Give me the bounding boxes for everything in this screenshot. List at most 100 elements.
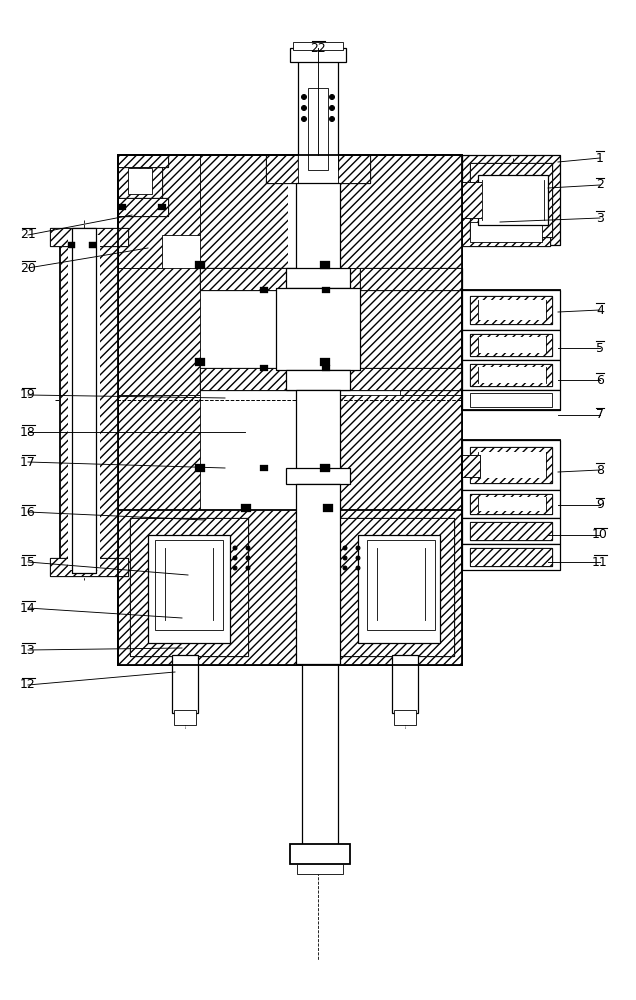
Polygon shape (118, 155, 200, 268)
Bar (462, 155, 560, 245)
Bar (462, 290, 560, 330)
Bar (470, 447, 552, 483)
Bar (50, 558, 128, 576)
Bar (322, 287, 330, 293)
Bar (394, 710, 416, 725)
Text: 20: 20 (20, 261, 36, 274)
Bar (286, 468, 350, 484)
Polygon shape (462, 182, 482, 218)
Bar (377, 548, 425, 620)
Polygon shape (360, 268, 462, 290)
Circle shape (233, 546, 237, 550)
Circle shape (356, 556, 360, 560)
Polygon shape (470, 296, 552, 324)
Circle shape (246, 566, 250, 570)
Circle shape (329, 95, 335, 100)
Text: 7: 7 (596, 408, 604, 422)
Polygon shape (470, 548, 552, 566)
Bar (118, 198, 168, 216)
Circle shape (356, 546, 360, 550)
Polygon shape (50, 558, 128, 576)
Polygon shape (118, 268, 200, 395)
Polygon shape (462, 455, 480, 477)
Bar (286, 268, 350, 288)
Text: 10: 10 (592, 528, 608, 542)
Bar (478, 367, 546, 383)
Bar (470, 222, 542, 242)
Text: 9: 9 (596, 498, 604, 512)
Bar (340, 368, 462, 390)
Bar (266, 155, 370, 183)
Circle shape (343, 556, 347, 560)
Bar (462, 182, 482, 218)
Text: 2: 2 (596, 178, 604, 192)
Text: 4: 4 (596, 304, 604, 316)
Circle shape (329, 105, 335, 110)
Text: 13: 13 (20, 644, 36, 656)
Bar (68, 235, 100, 570)
Polygon shape (266, 155, 370, 183)
Bar (276, 288, 360, 370)
Polygon shape (462, 290, 560, 410)
Circle shape (329, 116, 335, 121)
Polygon shape (200, 155, 462, 268)
Bar (286, 370, 350, 390)
Bar (462, 455, 480, 477)
Polygon shape (200, 368, 296, 390)
Bar (478, 497, 546, 511)
Bar (260, 465, 268, 471)
Text: 22: 22 (310, 41, 326, 54)
Circle shape (246, 556, 250, 560)
Polygon shape (470, 364, 552, 386)
Bar (470, 548, 552, 566)
Bar (174, 710, 196, 725)
Bar (320, 358, 330, 366)
Polygon shape (118, 155, 168, 167)
Bar (260, 287, 268, 293)
Bar (297, 864, 343, 874)
Polygon shape (200, 268, 332, 290)
Bar (462, 218, 550, 246)
Bar (50, 228, 128, 246)
Bar (462, 390, 560, 410)
Bar (462, 440, 560, 570)
Bar (200, 368, 296, 390)
Bar (478, 337, 546, 353)
Text: 18: 18 (20, 426, 36, 438)
Bar (340, 518, 454, 656)
Bar (470, 334, 552, 356)
Bar (72, 228, 96, 573)
Text: 15: 15 (20, 556, 36, 568)
Bar (308, 88, 328, 170)
Bar (130, 518, 248, 656)
Circle shape (301, 105, 307, 110)
Polygon shape (130, 518, 248, 656)
Bar (195, 464, 205, 472)
Bar (258, 510, 342, 665)
Text: 17: 17 (20, 456, 36, 468)
Bar (288, 155, 332, 268)
Polygon shape (330, 395, 462, 510)
Bar (118, 155, 168, 167)
Polygon shape (50, 228, 128, 246)
Bar (462, 440, 560, 490)
Polygon shape (340, 518, 454, 656)
Polygon shape (330, 268, 462, 395)
Bar (462, 490, 560, 518)
Bar (148, 535, 230, 643)
Polygon shape (470, 447, 552, 483)
Polygon shape (462, 440, 560, 570)
Polygon shape (470, 163, 552, 237)
Polygon shape (118, 198, 168, 216)
Bar (172, 655, 198, 713)
Bar (470, 364, 552, 386)
Polygon shape (118, 510, 462, 665)
Bar (195, 358, 205, 366)
Bar (158, 204, 166, 210)
Bar (320, 464, 330, 472)
Polygon shape (470, 522, 552, 540)
Bar (462, 544, 560, 570)
Circle shape (343, 546, 347, 550)
Bar (470, 522, 552, 540)
Text: 14: 14 (20, 601, 36, 614)
